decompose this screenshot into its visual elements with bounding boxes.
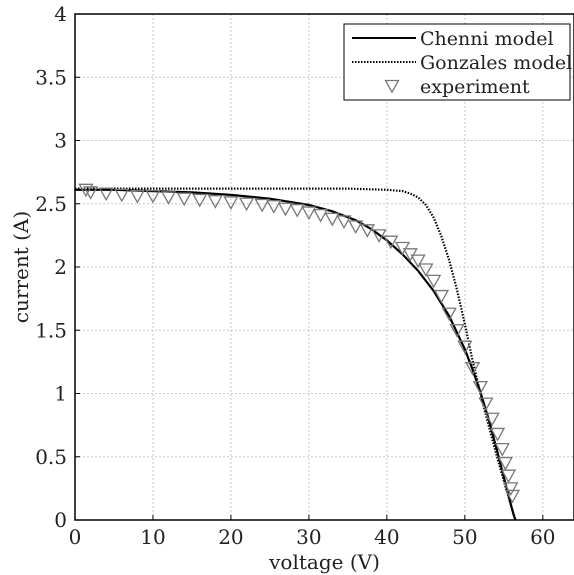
experiment-marker (192, 193, 208, 208)
legend-box (343, 23, 571, 101)
experiment-marker (494, 442, 510, 457)
experiment-marker (336, 215, 352, 229)
experiment-marker (418, 263, 434, 278)
x-tick-label: 50 (452, 525, 477, 549)
experiment-marker (489, 427, 506, 442)
experiment-marker (266, 200, 282, 214)
experiment-marker (78, 183, 94, 198)
plot-series (75, 183, 521, 521)
experiment-marker (160, 191, 177, 205)
experiment-marker (254, 198, 270, 213)
y-tick-label: 1.5 (35, 318, 67, 342)
grid (75, 14, 574, 520)
experiment-marker (277, 202, 294, 217)
experiment-marker (176, 192, 192, 207)
y-tick-label: 2.5 (35, 192, 67, 216)
y-tick-label: 2 (54, 255, 67, 279)
y-axis-title: current (A) (9, 211, 33, 323)
x-tick-label: 60 (530, 525, 555, 549)
x-tick-label: 20 (218, 525, 243, 549)
x-tick-label: 40 (374, 525, 399, 549)
legend-experiment-label: experiment (420, 76, 530, 98)
x-tick-label: 10 (140, 525, 165, 549)
experiment-marker (426, 274, 442, 289)
gonzales-model-line (75, 187, 517, 521)
experiment-marker (449, 324, 465, 338)
experiment-marker (371, 229, 387, 243)
x-tick-label: 0 (69, 525, 82, 549)
experiment-marker (504, 489, 521, 504)
experiment-marker (500, 469, 517, 484)
experiment-marker (207, 195, 223, 209)
experiment-marker (114, 188, 130, 203)
experiment-marker (465, 362, 481, 376)
experiment-marker (223, 196, 239, 210)
experiment-marker (383, 235, 399, 250)
experiment-marker (145, 189, 161, 204)
experiment-marker (497, 456, 513, 471)
experiment-marker (359, 224, 375, 238)
experiment-marker (441, 307, 457, 322)
axis-ticks: 0 10 20 30 40 50 60 0 0.5 1 1.5 2 2.5 3 3.5 4 (35, 2, 555, 549)
legend-experiment-marker (384, 79, 400, 94)
legend-chenni-label: Chenni model (420, 28, 554, 50)
experiment-marker (472, 381, 489, 395)
legend: Chenni model Gonzales model experiment (343, 23, 572, 101)
y-tick-label: 4 (54, 2, 67, 26)
experiment-marker (503, 482, 519, 496)
experiment-marker (348, 220, 364, 235)
legend-gonzales-label: Gonzales model (420, 52, 572, 74)
experiment-marker (289, 203, 305, 218)
x-axis-title: voltage (V) (268, 550, 380, 574)
y-tick-label: 1 (54, 382, 67, 406)
experiment-marker (478, 397, 494, 412)
experiment-marker (301, 206, 317, 221)
experiment-marker (457, 340, 473, 355)
experiment-marker (129, 189, 145, 204)
experiment-marker (410, 254, 426, 269)
y-tick-label: 3.5 (35, 65, 67, 89)
y-tick-label: 0.5 (35, 445, 67, 469)
experiment-marker (238, 197, 255, 212)
experiment-marker (324, 212, 340, 227)
y-tick-label: 3 (54, 129, 67, 153)
experiment-marker (82, 186, 99, 200)
experiment-marker (484, 412, 500, 427)
experiment-marker (433, 289, 450, 304)
experiment-marker (98, 187, 114, 202)
y-tick-label: 0 (54, 508, 67, 532)
x-tick-label: 30 (296, 525, 321, 549)
experiment-marker (312, 208, 329, 223)
